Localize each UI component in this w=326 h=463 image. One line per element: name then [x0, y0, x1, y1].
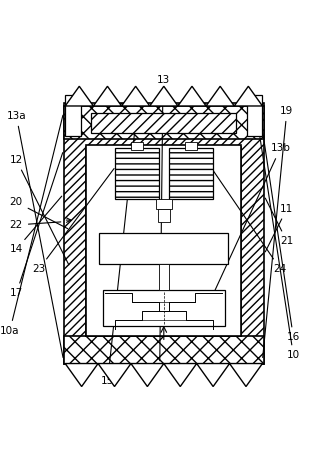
- Bar: [158, 263, 169, 290]
- Bar: [64, 103, 264, 363]
- Polygon shape: [164, 363, 197, 387]
- Text: 17: 17: [10, 153, 63, 299]
- Polygon shape: [93, 86, 122, 106]
- Text: 13b: 13b: [215, 144, 290, 291]
- Polygon shape: [122, 86, 150, 106]
- Text: 13: 13: [156, 75, 170, 361]
- Text: 23: 23: [33, 169, 114, 274]
- Polygon shape: [178, 86, 206, 106]
- Text: 24: 24: [212, 169, 287, 274]
- Bar: [131, 142, 143, 150]
- Polygon shape: [65, 86, 93, 106]
- Bar: [86, 145, 241, 336]
- Bar: [99, 232, 228, 263]
- Bar: [185, 142, 197, 150]
- Polygon shape: [230, 363, 262, 387]
- Polygon shape: [234, 86, 262, 106]
- Text: 21: 21: [265, 198, 293, 246]
- Bar: [64, 336, 264, 363]
- Text: 15: 15: [101, 113, 137, 387]
- Bar: [65, 95, 81, 136]
- Polygon shape: [197, 363, 230, 387]
- Bar: [86, 147, 241, 336]
- Bar: [169, 148, 213, 199]
- Polygon shape: [206, 86, 234, 106]
- Bar: [64, 106, 264, 138]
- Polygon shape: [131, 363, 164, 387]
- Text: 14: 14: [10, 196, 62, 255]
- Text: 10a: 10a: [0, 115, 63, 336]
- Text: 12: 12: [10, 155, 69, 265]
- Text: 20: 20: [10, 197, 67, 229]
- Bar: [103, 290, 225, 326]
- Text: 16: 16: [261, 122, 300, 343]
- Polygon shape: [65, 363, 98, 387]
- Text: 10: 10: [256, 113, 300, 360]
- Text: 11: 11: [265, 204, 293, 252]
- Bar: [115, 148, 159, 199]
- Bar: [91, 113, 236, 133]
- Bar: [156, 199, 172, 209]
- Text: 19: 19: [263, 106, 293, 357]
- Bar: [247, 95, 262, 136]
- Polygon shape: [150, 86, 178, 106]
- Polygon shape: [98, 363, 131, 387]
- Text: 22: 22: [10, 220, 61, 230]
- Text: 13a: 13a: [7, 111, 63, 357]
- Bar: [158, 209, 170, 222]
